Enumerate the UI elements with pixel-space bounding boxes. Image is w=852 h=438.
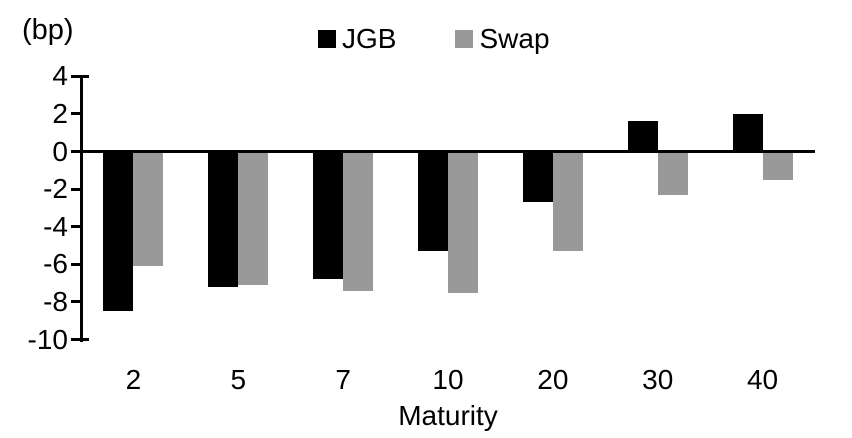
y-axis-tick-label: 2 [52, 97, 68, 129]
x-axis-title: Maturity [398, 400, 498, 431]
bar-swap-30 [657, 151, 688, 195]
legend-item-jgb: JGB [318, 24, 396, 54]
x-axis-tick-label: 7 [335, 364, 351, 395]
y-axis-tick-mark [71, 225, 80, 229]
y-axis-tick-mark [71, 300, 80, 304]
bar-jgb-2 [103, 151, 134, 312]
legend: JGB Swap [318, 22, 550, 56]
y-axis-tick-label: -8 [43, 285, 68, 317]
bar-swap-7 [343, 151, 374, 291]
bar-jgb-5 [208, 151, 239, 287]
bar-jgb-30 [627, 121, 658, 152]
x-axis-tick-label: 40 [746, 364, 779, 395]
y-axis-line [80, 75, 83, 342]
y-axis-tick-label: -2 [43, 173, 68, 205]
legend-label-swap: Swap [479, 23, 550, 54]
bar-swap-2 [133, 151, 164, 267]
y-axis-tick-mark [71, 338, 89, 341]
bar-jgb-7 [313, 151, 344, 280]
y-axis-tick-label: 0 [52, 135, 68, 167]
bar-swap-10 [448, 151, 478, 293]
y-axis-tick-label: -4 [43, 210, 68, 242]
y-axis-tick-label: -10 [27, 323, 68, 355]
bar-swap-40 [762, 151, 793, 180]
y-axis-tick-mark [71, 74, 89, 78]
bar-swap-20 [552, 151, 583, 252]
legend-swatch-swap [455, 30, 474, 48]
y-axis-unit-label: (bp) [22, 14, 74, 46]
y-axis-tick-label: 4 [52, 60, 68, 92]
y-axis-tick-mark [71, 262, 80, 266]
legend-label-jgb: JGB [342, 23, 397, 54]
bar-swap-5 [238, 151, 269, 285]
y-axis-tick-mark [71, 112, 80, 116]
y-axis-tick-mark [71, 150, 80, 153]
x-axis-zero-line [80, 150, 815, 153]
bar-jgb-20 [522, 151, 553, 203]
x-axis-tick-label: 10 [432, 364, 464, 395]
x-axis-tick-label: 20 [537, 364, 569, 395]
x-axis-tick-label: 30 [642, 364, 674, 395]
x-axis-tick-label: 2 [125, 364, 142, 395]
legend-item-swap: Swap [455, 23, 550, 54]
bar-jgb-10 [418, 151, 448, 252]
legend-swatch-jgb [318, 30, 336, 48]
y-axis-tick-label: -6 [43, 248, 68, 280]
x-axis-tick-label: 5 [230, 364, 247, 395]
bar-jgb-40 [732, 113, 763, 152]
y-axis-tick-mark [71, 187, 80, 191]
